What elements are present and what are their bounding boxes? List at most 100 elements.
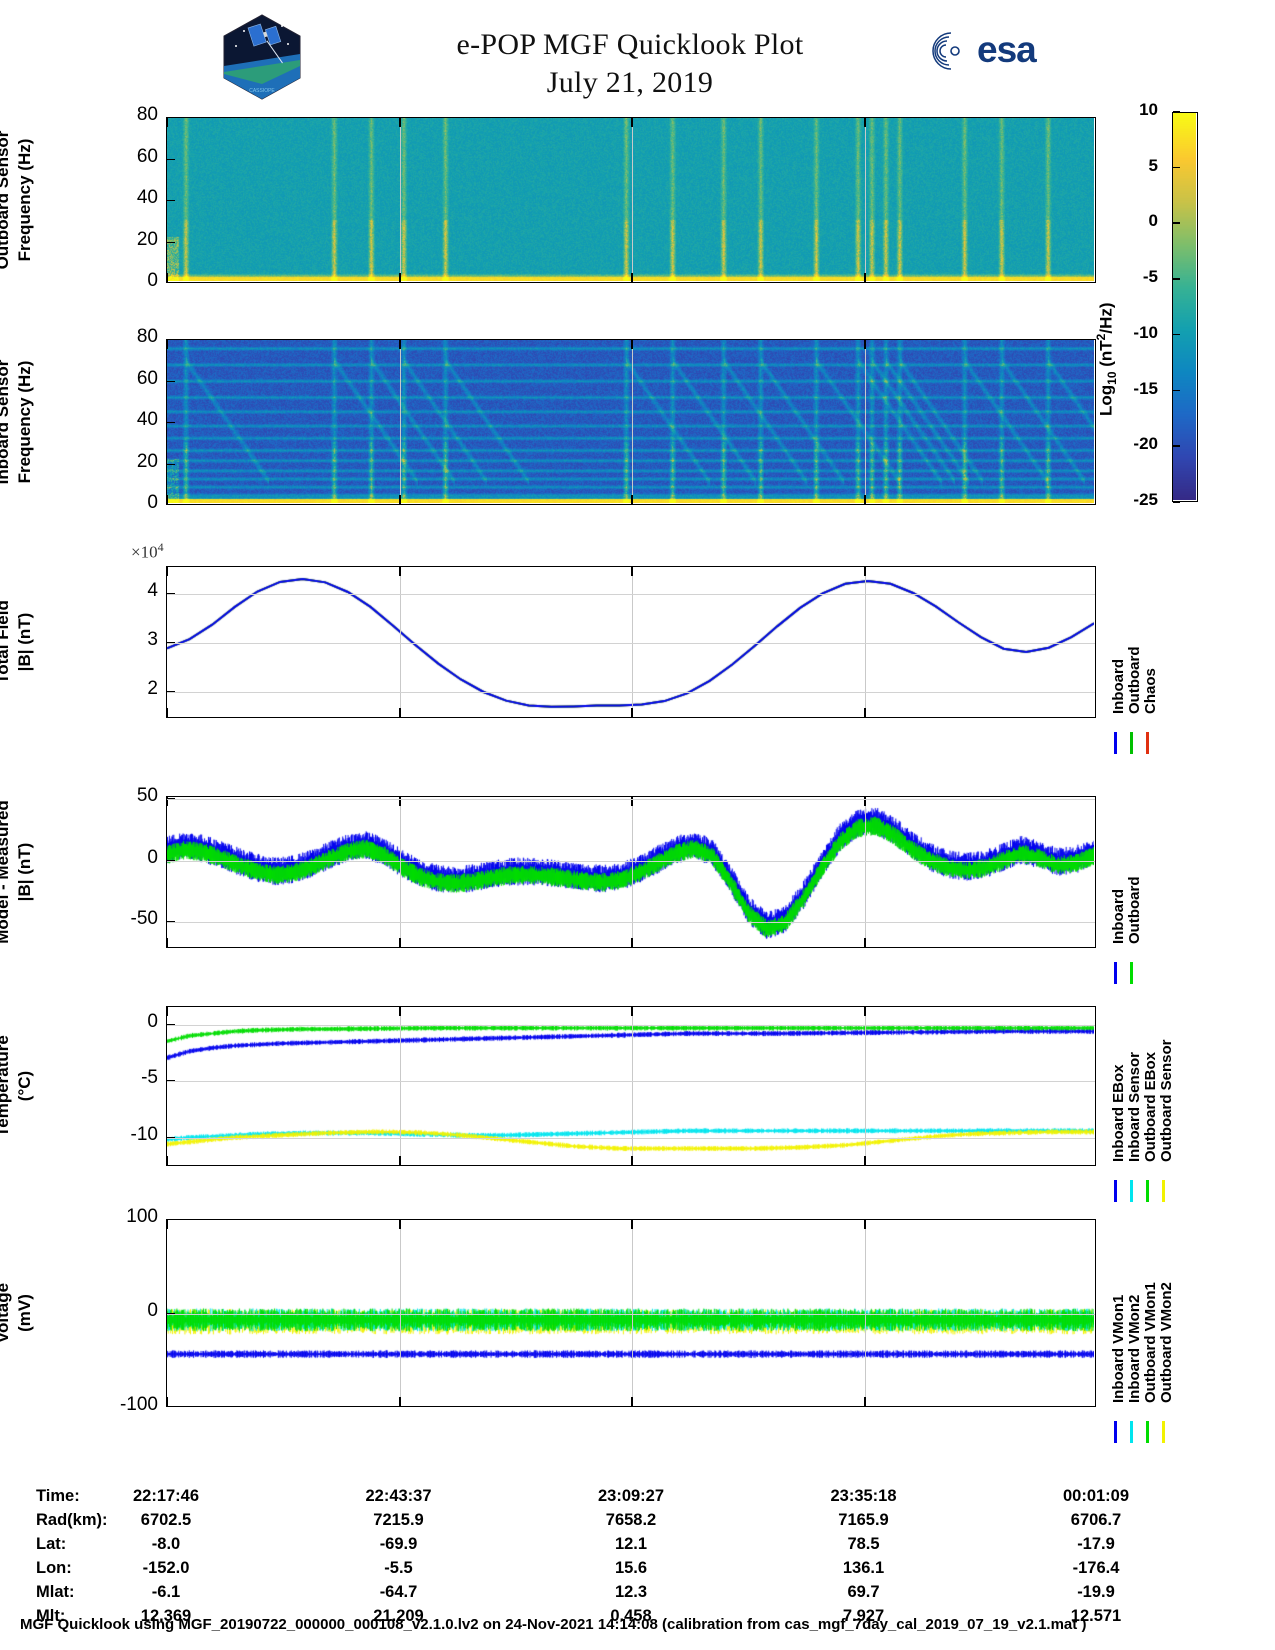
- x-gridline: [400, 340, 401, 504]
- y-tick-label: 0: [147, 1300, 158, 1321]
- x-tick-mark: [631, 118, 633, 127]
- y-tick-label: 20: [136, 229, 158, 250]
- x-tick-mark: [167, 273, 169, 282]
- x-tick-mark: [864, 1156, 866, 1165]
- ephemeris-value: 22:43:37: [365, 1487, 432, 1505]
- legend-swatch: [1114, 1421, 1117, 1443]
- ephemeris-row: Time: 22:17:46 22:43:37 23:09:27 23:35:18 00:…: [0, 1487, 1275, 1511]
- y-tick-label: 2: [147, 678, 158, 699]
- legend-label: Inboard VMon2: [1126, 1294, 1143, 1403]
- x-tick-mark: [167, 708, 169, 717]
- page-header: CASSIOPE e-POP MGF Quicklook Plot July 2…: [0, 0, 1275, 100]
- y-tick-mark: [167, 593, 175, 595]
- y-axis-label-line2: |B| (nT): [15, 842, 34, 902]
- x-tick-mark: [864, 495, 866, 504]
- colorbar-tick-label: -5: [1142, 267, 1158, 287]
- legend-label: Chaos: [1142, 668, 1159, 714]
- colorbar-gradient: [1172, 112, 1198, 502]
- x-tick-mark: [167, 567, 169, 576]
- axes-voltage: [166, 1219, 1096, 1407]
- x-tick-mark: [631, 567, 633, 576]
- colorbar-tick-label: -25: [1133, 490, 1158, 509]
- legend-swatch: [1146, 1421, 1149, 1443]
- esa-wordmark: esa: [977, 29, 1037, 70]
- y-tick-mark: [167, 798, 175, 800]
- plot-canvas-inboard-spectrogram: [167, 340, 1094, 503]
- x-gridline: [632, 1220, 633, 1406]
- gridline: [167, 1138, 1095, 1139]
- x-gridline: [632, 118, 633, 282]
- x-tick-mark: [399, 1220, 401, 1229]
- x-tick-mark: [864, 340, 866, 349]
- ephemeris-value: 136.1: [842, 1559, 885, 1577]
- ephemeris-value: 12.1: [614, 1535, 648, 1553]
- ephemeris-row: Mlat: -6.1 -64.7 12.3 69.7 -19.9: [0, 1583, 1275, 1607]
- y-tick-mark: [167, 1220, 175, 1221]
- colorbar-tick-mark: [1173, 333, 1180, 336]
- legend-label: Outboard VMon2: [1158, 1282, 1175, 1403]
- colorbar-tick-mark: [1173, 111, 1180, 113]
- plot-canvas-voltage: [167, 1220, 1094, 1405]
- y-axis-label-line2: Frequency (Hz): [15, 138, 34, 262]
- x-tick-mark: [864, 273, 866, 282]
- ephemeris-value: 0.458: [610, 1607, 652, 1625]
- footer-provenance: MGF Quicklook using MGF_20190722_000000_…: [20, 1616, 1087, 1633]
- x-tick-mark: [631, 1397, 633, 1406]
- gridline: [167, 1314, 1095, 1315]
- x-tick-mark: [399, 797, 401, 806]
- legend-swatch: [1114, 1180, 1117, 1202]
- axes-inboard-spectrogram: [166, 339, 1096, 505]
- x-tick-mark: [399, 340, 401, 349]
- ephemeris-value: 7.927: [842, 1607, 885, 1625]
- x-tick-mark: [399, 708, 401, 717]
- y-tick-label: 40: [136, 409, 158, 430]
- x-tick-mark: [631, 797, 633, 806]
- mission-logo: CASSIOPE: [222, 14, 302, 100]
- ephemeris-value: 15.6: [614, 1559, 648, 1577]
- y-tick-mark: [167, 691, 175, 693]
- ephemeris-value: 7165.9: [838, 1511, 889, 1529]
- x-gridline: [865, 567, 866, 717]
- legend-swatch: [1146, 1180, 1149, 1202]
- x-tick-mark: [631, 938, 633, 947]
- x-gridline: [632, 797, 633, 947]
- y-axis-label-line1: Outboard Sensor: [0, 130, 12, 270]
- ephemeris-value: -69.9: [379, 1535, 418, 1553]
- y-tick-label: 4: [147, 580, 158, 601]
- colorbar-tick-mark: [1173, 278, 1180, 280]
- y-axis-label-text: Inboard Sensor Frequency (Hz): [0, 360, 36, 485]
- ephemeris-row: Lat: -8.0 -69.9 12.1 78.5 -17.9: [0, 1535, 1275, 1559]
- y-axis-label-line2: (mV): [15, 1294, 34, 1332]
- x-tick-mark: [631, 1156, 633, 1165]
- y-tick-mark: [167, 1137, 175, 1139]
- axes-model-minus-measured: [166, 796, 1096, 948]
- page-subtitle-date: July 21, 2019: [546, 66, 714, 99]
- x-tick-mark: [167, 1156, 169, 1165]
- plot-canvas-outboard-spectrogram: [167, 118, 1094, 281]
- x-tick-mark: [167, 797, 169, 806]
- ephemeris-value: 12.369: [140, 1607, 192, 1625]
- ephemeris-key: Mlat:: [36, 1583, 75, 1601]
- legend-swatch: [1162, 1421, 1165, 1443]
- x-gridline: [400, 797, 401, 947]
- x-gridline: [632, 567, 633, 717]
- ephemeris-value: -17.9: [1077, 1535, 1115, 1553]
- y-axis-label-line1: Inboard Sensor: [0, 359, 12, 485]
- colorbar-tick-label: -15: [1133, 378, 1158, 398]
- gridline: [167, 692, 1095, 693]
- legend-label: Inboard: [1110, 889, 1127, 944]
- legend-label: Inboard EBox: [1110, 1064, 1127, 1162]
- x-tick-mark: [399, 938, 401, 947]
- legend-swatch: [1162, 1180, 1165, 1202]
- colorbar-tick-label: 5: [1148, 155, 1158, 175]
- y-axis-label-line1: Total Field: [0, 600, 12, 684]
- y-tick-mark: [167, 200, 175, 202]
- legend-swatch: [1146, 732, 1149, 754]
- ephemeris-value: -64.7: [379, 1583, 418, 1601]
- ephemeris-key: Lon:: [36, 1559, 72, 1577]
